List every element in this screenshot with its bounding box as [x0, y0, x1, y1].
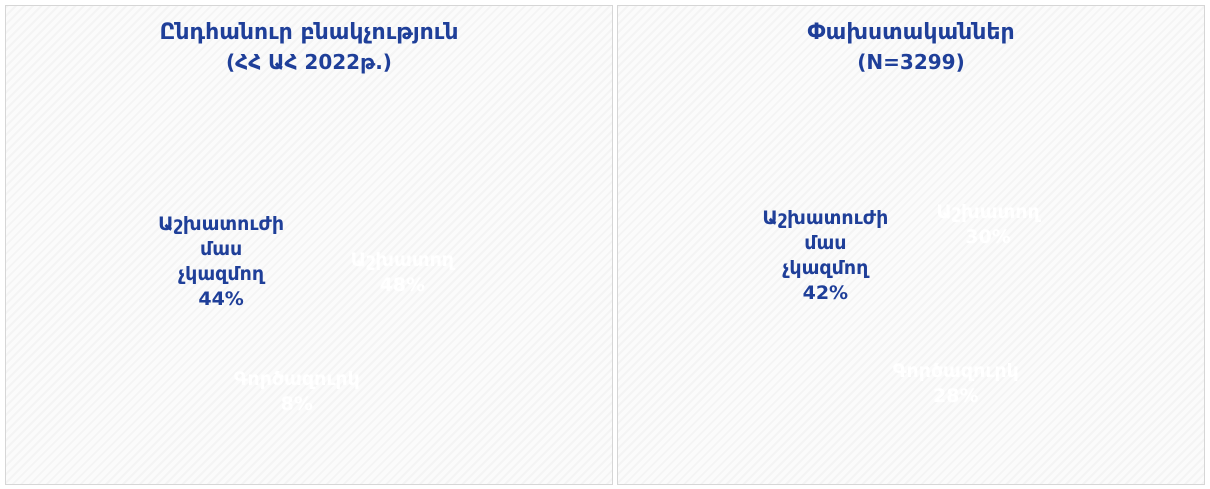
slice-label: Աշխատուժի մաս չկազմող 44% [158, 212, 284, 312]
slice-label: Գործազուրկ 8% [234, 367, 360, 417]
slice-name: Գործազուրկ [892, 360, 1019, 383]
chart-panel: Ընդհանուր բնակչություն (ՀՀ ԱՀ 2022թ.) Աշխա… [5, 5, 613, 485]
slice-value: 48% [379, 274, 426, 297]
slice-name: Աշխատուժի մաս չկազմող [158, 212, 285, 285]
chart-subtitle: (ՀՀ ԱՀ 2022թ.) [226, 50, 392, 74]
slice-label: Աշխատող 30% [936, 200, 1039, 250]
slice-name: Աշխատող [936, 201, 1040, 224]
slice-value: 8% [280, 392, 313, 415]
slice-name: Աշխատուժի մաս չկազմող [762, 207, 889, 280]
slice-name: Գործազուրկ [233, 367, 360, 390]
pie [618, 6, 1205, 485]
slice-value: 44% [198, 287, 244, 310]
slice-value: 28% [933, 385, 979, 408]
chart-title: Ընդհանուր բնակչություն [159, 20, 459, 45]
chart-title: Փախստականներ [807, 20, 1015, 45]
chart-panel: Փախստականներ (N=3299) Աշխատող 30% Գործազուրկ… [617, 5, 1205, 485]
slice-label: Գործազուրկ 28% [893, 359, 1019, 409]
chart-subtitle: (N=3299) [857, 50, 965, 74]
slice-label: Աշխատող 48% [351, 248, 454, 298]
slice-value: 42% [802, 282, 849, 305]
slice-label: Աշխատուժի մաս չկազմող 42% [762, 206, 888, 306]
slice-name: Աշխատող [350, 249, 455, 272]
slice-value: 30% [965, 226, 1011, 249]
